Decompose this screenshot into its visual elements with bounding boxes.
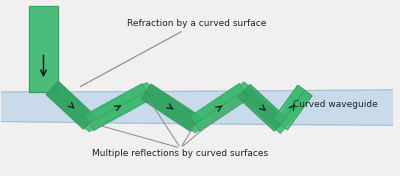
Polygon shape (46, 81, 312, 133)
Polygon shape (85, 84, 150, 130)
Polygon shape (1, 90, 393, 125)
Text: Refraction by a curved surface: Refraction by a curved surface (80, 18, 267, 87)
Polygon shape (190, 84, 249, 131)
Polygon shape (29, 6, 58, 92)
Text: Multiple reflections by curved surfaces: Multiple reflections by curved surfaces (92, 149, 268, 158)
Polygon shape (273, 85, 312, 130)
Polygon shape (46, 81, 96, 129)
Text: Curved waveguide: Curved waveguide (293, 100, 378, 109)
Polygon shape (238, 84, 286, 131)
Polygon shape (142, 84, 200, 131)
